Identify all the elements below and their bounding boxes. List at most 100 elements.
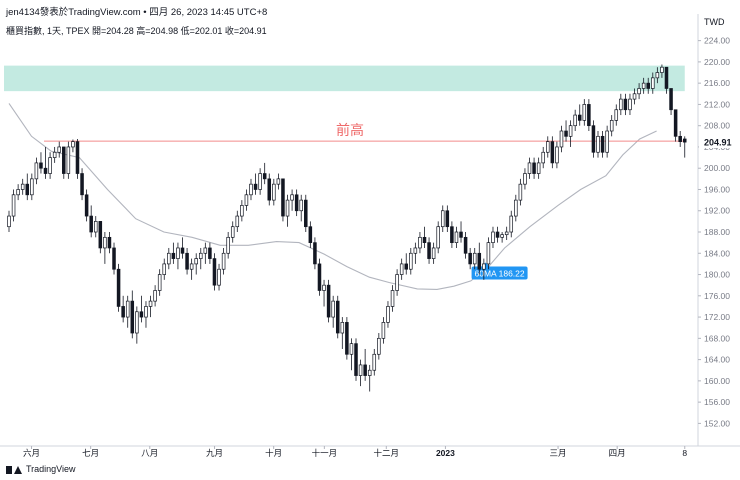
tradingview-logo-icon [6,465,22,474]
candle [354,338,358,381]
candle [523,168,527,190]
candle-up-body [221,252,226,270]
candle [112,242,116,275]
candle-up-body [454,231,459,243]
candle [482,258,486,280]
candle-up-body [249,183,253,196]
candle [20,178,25,195]
candle-down-body [363,364,367,376]
candle [587,99,591,132]
candle [367,364,372,392]
candle [11,189,16,222]
candle-up-body [655,72,660,79]
candle [619,93,623,116]
candle [349,338,354,371]
candle [514,194,518,222]
candle-up-body [7,215,11,228]
candle [52,146,57,163]
candle [189,258,194,280]
candle [57,141,61,158]
candle [267,173,272,206]
candle-down-body [404,263,408,270]
candle-up-body [93,221,98,233]
candle-up-body [66,146,71,174]
candle-up-body [157,274,162,291]
candle [436,221,440,254]
candle-up-body [605,130,609,153]
candle [276,173,281,190]
candle-up-body [285,199,290,217]
candle-down-body [281,178,285,217]
candle [582,99,587,126]
candle [541,146,545,169]
candle [660,64,664,78]
candle [304,194,308,233]
candle [381,317,386,344]
candle-up-body [482,263,486,270]
last-price-bg [699,136,739,149]
candle-down-body [477,252,482,270]
candle-up-body [431,247,436,259]
candles-layer [7,64,687,392]
candle-up-body [16,189,20,196]
candle [454,226,459,248]
currency-label: TWD [704,17,725,27]
candle-up-body [523,173,527,185]
candle [673,109,678,142]
candle [518,178,523,206]
candle [413,242,418,264]
candle-down-body [468,252,472,265]
candle-down-body [591,125,596,153]
candle [596,131,600,158]
candle-up-body [651,77,655,89]
candle [555,141,559,169]
candle [431,242,436,264]
candle [226,232,230,259]
candle-down-body [75,141,80,174]
candle-up-body [395,274,399,291]
candle [445,205,450,233]
candle-up-body [514,199,518,217]
y-tick-label: 188.00 [704,227,730,237]
candle [153,285,157,307]
candle-up-body [48,157,52,174]
ma-60-line [8,103,657,290]
candle-down-body [253,183,258,190]
candle-up-body [258,173,262,190]
candle-up-body [217,268,221,286]
candle-down-body [664,66,669,89]
candle [221,247,226,275]
candle [669,88,673,116]
candle-up-body [367,369,372,376]
candle [75,138,80,179]
candle [176,242,180,270]
candle [235,210,240,233]
candle [217,263,221,291]
candle-down-body [600,135,605,153]
candle [546,136,550,158]
candle [230,221,235,243]
candle [500,232,504,243]
candle [664,66,669,94]
candle-up-body [527,162,532,174]
candle-up-body [559,130,564,148]
candle [609,115,614,137]
candle-up-body [573,114,577,127]
candle [171,242,176,264]
candle [258,168,262,195]
candle [509,210,514,238]
candle [16,184,20,201]
candle [605,125,609,158]
candle [212,253,217,291]
candle [34,157,39,185]
candle [125,295,130,328]
candle [39,152,43,174]
candle [646,77,650,94]
candle [573,109,577,132]
y-tick-label: 168.00 [704,333,730,343]
candle-down-body [308,226,313,243]
resistance-zone [4,65,685,92]
x-tick-label: 十一月 [312,448,338,458]
candle [427,237,431,264]
